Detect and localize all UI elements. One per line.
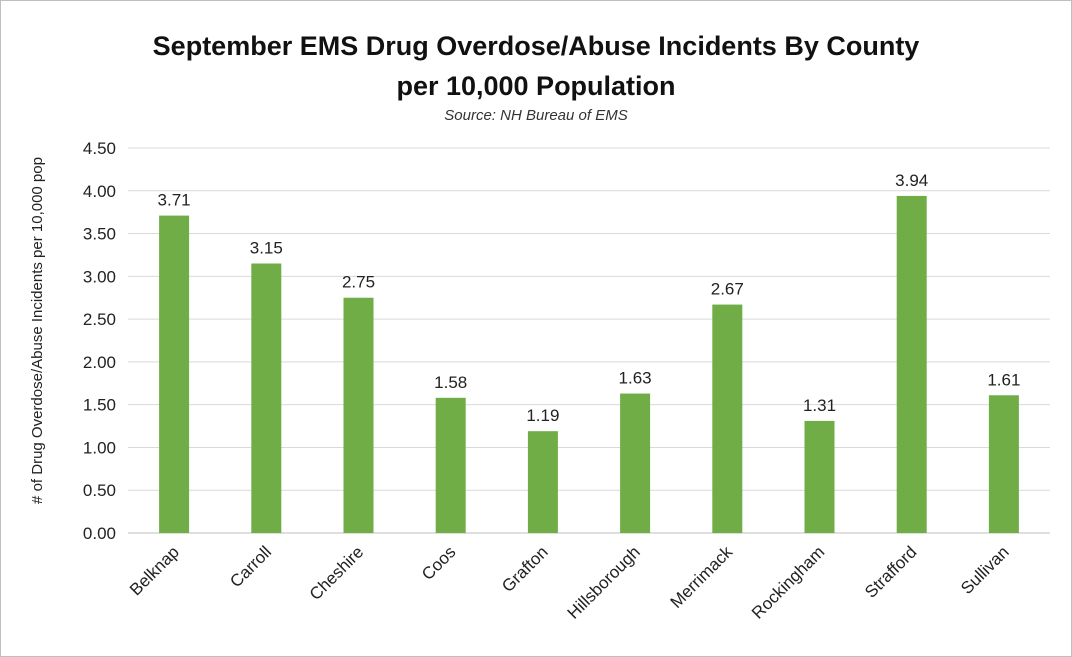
y-tick-label: 4.00: [83, 182, 116, 201]
y-tick-label: 2.00: [83, 353, 116, 372]
bar-strafford: [896, 195, 927, 533]
x-tick-label-sullivan: Sullivan: [957, 542, 1013, 598]
data-label-coos: 1.58: [434, 373, 467, 392]
data-labels: 3.71 3.15 2.75 1.58 1.19 1.63 2.67 1.31 3.94 1.61: [158, 171, 1021, 425]
bar-carroll: [251, 263, 282, 533]
bar-belknap: [159, 215, 190, 534]
y-tick-label: 1.50: [83, 396, 116, 415]
data-label-carroll: 3.15: [250, 239, 283, 258]
data-label-cheshire: 2.75: [342, 273, 375, 292]
y-tick-label: 4.50: [83, 139, 116, 158]
bar-hillsborough: [620, 393, 651, 533]
x-tick-label-carroll: Carroll: [226, 542, 275, 591]
gridlines: [128, 147, 1050, 534]
y-tick-label: 3.00: [83, 267, 116, 286]
data-label-merrimack: 2.67: [711, 280, 744, 299]
bar-coos: [435, 397, 466, 533]
data-label-hillsborough: 1.63: [619, 369, 652, 388]
bar-sullivan: [988, 395, 1019, 533]
x-tick-label-cheshire: Cheshire: [306, 542, 368, 604]
y-tick-label: 2.50: [83, 310, 116, 329]
data-label-sullivan: 1.61: [987, 370, 1020, 389]
y-tick-label: 0.50: [83, 481, 116, 500]
chart-title-line-2: per 10,000 Population: [396, 71, 676, 101]
x-tick-label-merrimack: Merrimack: [667, 542, 737, 612]
x-axis-ticks: Belknap Carroll Cheshire Coos Grafton Hillsbo…: [126, 542, 1013, 623]
bar-cheshire: [343, 297, 374, 533]
data-label-rockingham: 1.31: [803, 396, 836, 415]
data-label-grafton: 1.19: [526, 406, 559, 425]
y-tick-label: 0.00: [83, 524, 116, 543]
x-tick-label-belknap: Belknap: [126, 542, 183, 599]
y-tick-label: 3.50: [83, 225, 116, 244]
y-tick-label: 1.00: [83, 438, 116, 457]
bar-merrimack: [712, 304, 743, 533]
x-tick-label-strafford: Strafford: [861, 542, 920, 601]
y-axis-ticks: 0.00 0.50 1.00 1.50 2.00 2.50 3.00 3.50 4.00 4.50: [83, 139, 116, 543]
x-tick-label-coos: Coos: [418, 542, 459, 583]
bar-rockingham: [804, 420, 835, 533]
bars: [159, 195, 1019, 534]
y-axis-title: # of Drug Overdose/Abuse Incidents per 1…: [29, 157, 46, 504]
data-label-strafford: 3.94: [895, 171, 928, 190]
bar-grafton: [527, 431, 558, 533]
chart-title-line-1: September EMS Drug Overdose/Abuse Incide…: [152, 31, 920, 61]
x-tick-label-grafton: Grafton: [498, 542, 552, 596]
x-tick-label-rockingham: Rockingham: [748, 542, 828, 622]
x-tick-label-hillsborough: Hillsborough: [564, 542, 644, 622]
data-label-belknap: 3.71: [158, 191, 191, 210]
chart-subtitle: Source: NH Bureau of EMS: [444, 107, 628, 124]
